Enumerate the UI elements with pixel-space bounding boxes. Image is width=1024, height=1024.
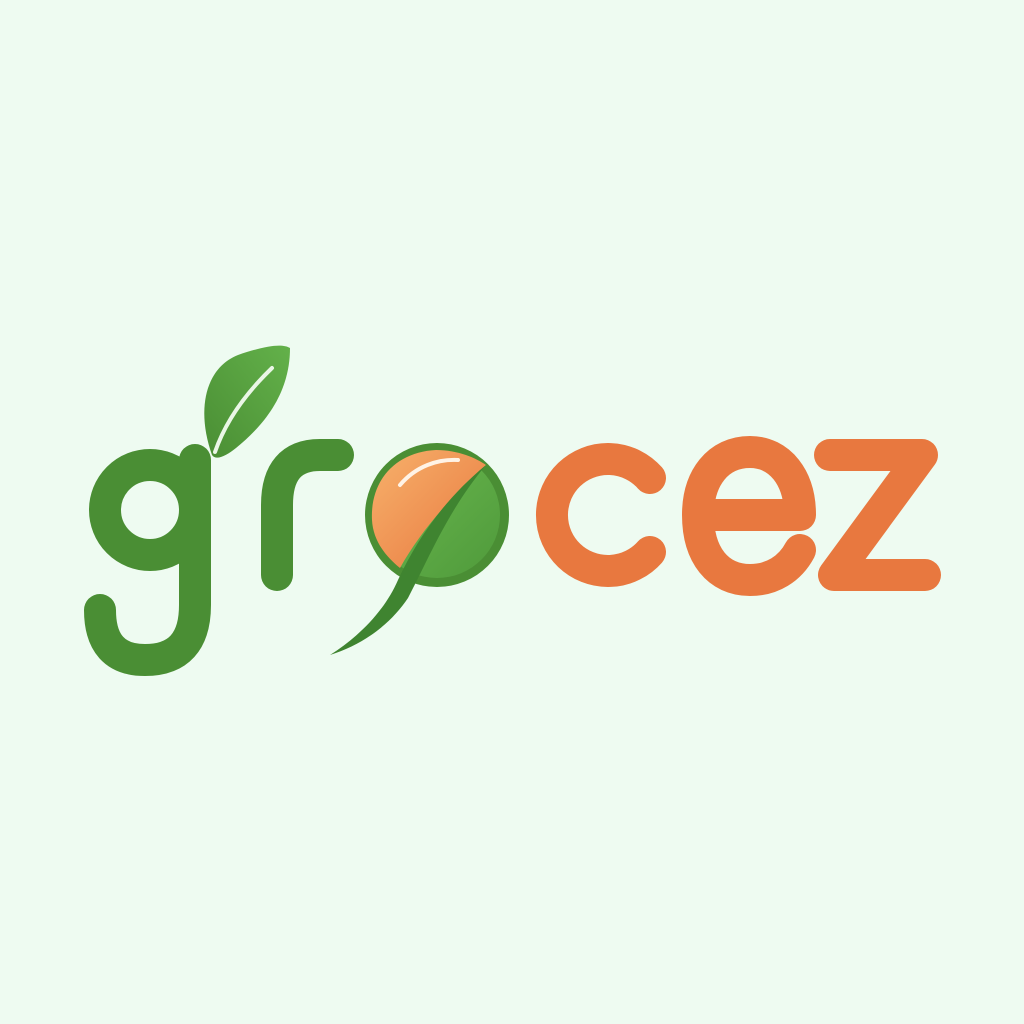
letter-r [261,439,354,591]
fruit-o-icon [330,443,509,655]
leaf-icon [204,345,290,458]
letter-g [84,444,211,677]
letter-e [682,436,816,596]
letter-z [814,439,941,591]
letter-c [535,443,666,587]
